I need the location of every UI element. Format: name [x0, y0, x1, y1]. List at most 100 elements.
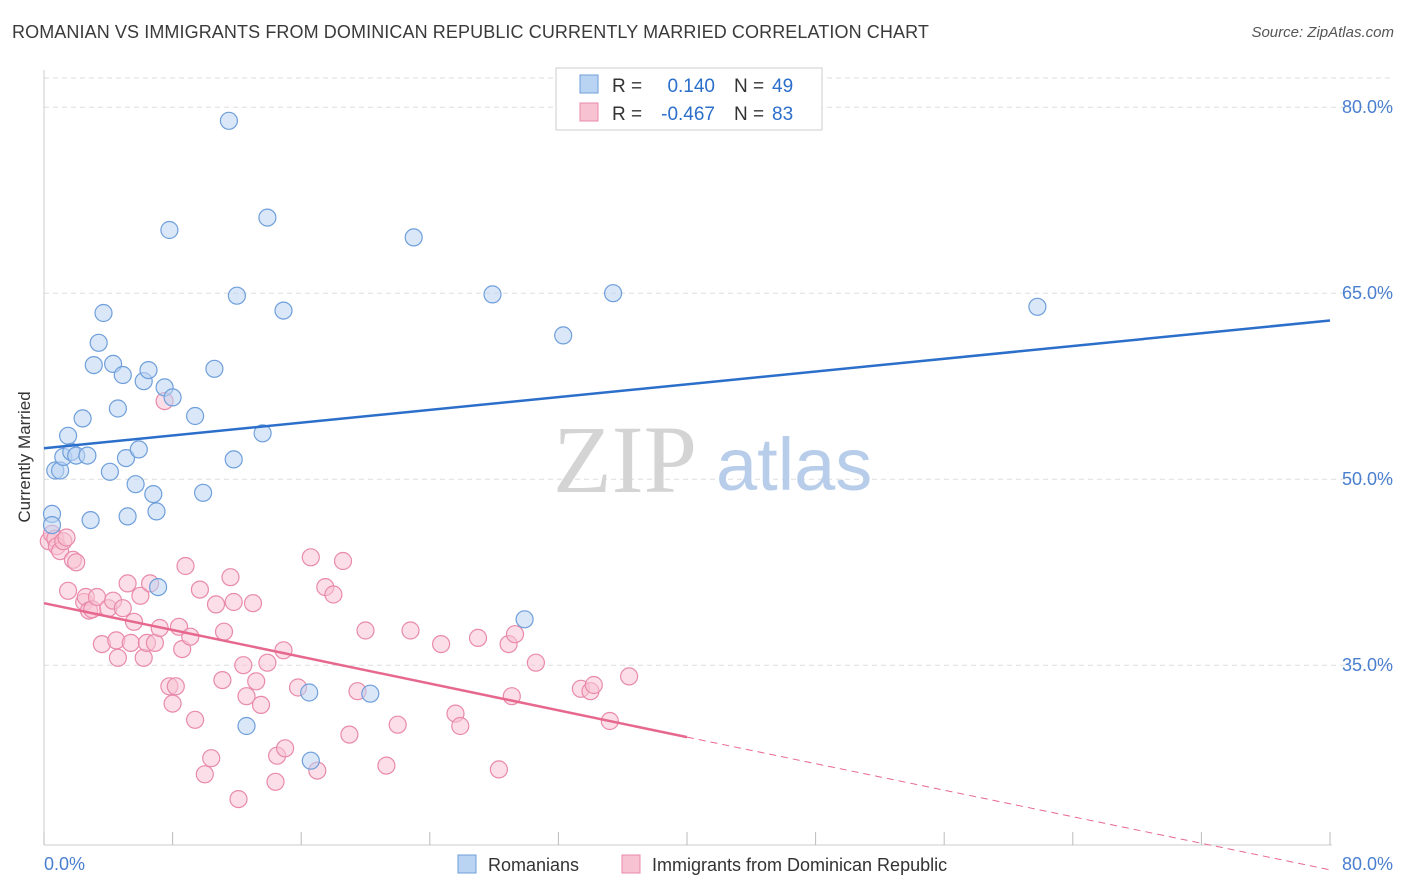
romanian-point — [603, 284, 623, 303]
romanian-point — [126, 475, 145, 494]
dominican-point — [206, 595, 226, 614]
stats-r-label-2: R = — [612, 104, 642, 125]
chart-title: ROMANIAN VS IMMIGRANTS FROM DOMINICAN RE… — [12, 22, 929, 42]
romanian-point — [42, 515, 62, 535]
romanian-points — [42, 111, 1047, 770]
dominican-point — [134, 648, 153, 667]
romanian-point — [253, 424, 272, 443]
dominican-point — [247, 672, 266, 691]
romanian-point — [84, 356, 103, 375]
dominican-point — [67, 553, 86, 572]
dominican-point — [301, 548, 320, 567]
dominican-point — [195, 765, 214, 784]
dominican-point — [221, 568, 240, 587]
dominican-point — [118, 574, 137, 593]
romanian-point — [224, 450, 243, 469]
y-tick-label: 50.0% — [1342, 469, 1393, 489]
romanian-point — [118, 507, 137, 526]
dominican-point — [388, 715, 407, 734]
dominican-point — [584, 675, 603, 695]
x-tick-label-max: 80.0% — [1342, 854, 1393, 874]
dominican-trend-line — [43, 601, 688, 739]
dominican-point — [526, 653, 546, 672]
dominican-point — [340, 725, 359, 744]
romanian-point — [483, 285, 502, 304]
dominican-point — [251, 695, 271, 715]
romanian-point — [58, 426, 78, 445]
romanian-point — [361, 684, 380, 703]
romanian-point — [404, 228, 423, 247]
dominican-point — [451, 716, 470, 736]
dominican-point — [619, 667, 639, 686]
stats-swatch-dominican — [579, 102, 599, 122]
dominican-point — [333, 551, 353, 571]
romanian-point — [194, 483, 213, 502]
stats-box-frame — [555, 67, 823, 131]
stats-n-value-1: 49 — [772, 76, 793, 97]
dominican-point — [505, 625, 525, 644]
dominican-point — [214, 622, 234, 641]
romanian-point — [81, 510, 100, 530]
dominican-point — [468, 628, 488, 648]
dominican-point — [276, 739, 295, 758]
dominican-point — [166, 677, 185, 696]
stats-n-label-2: N = — [734, 104, 764, 125]
romanian-point — [116, 449, 136, 468]
romanian-point — [108, 399, 128, 418]
dominican-point — [176, 556, 195, 576]
dominican-point — [163, 694, 182, 713]
romanian-point — [89, 333, 108, 352]
legend-label-dominican: Immigrants from Dominican Republic — [652, 855, 947, 875]
dominican-point — [213, 670, 232, 690]
romanian-point — [237, 716, 256, 736]
romanian-point — [219, 111, 238, 130]
y-tick-label: 65.0% — [1342, 283, 1393, 303]
watermark-atlas: atlas — [716, 423, 872, 506]
romanian-point — [205, 359, 224, 378]
stats-n-value-2: 83 — [772, 104, 793, 125]
dominican-trend-line — [686, 736, 1331, 871]
romanian-point — [147, 502, 166, 521]
romanian-trend-line — [43, 319, 1331, 450]
dominican-point — [401, 621, 420, 640]
dominican-point — [108, 648, 128, 667]
x-ticks — [43, 832, 1331, 845]
source-label: Source: ZipAtlas.com — [1251, 24, 1394, 41]
romanian-point — [274, 301, 293, 320]
romanian-point — [227, 286, 246, 305]
romanian-point — [554, 326, 573, 345]
stats-r-value-1: 0.140 — [667, 76, 715, 97]
romanian-point — [300, 683, 319, 702]
romanian-point — [163, 388, 182, 407]
dominican-point — [113, 599, 132, 618]
y-tick-label: 35.0% — [1342, 655, 1393, 675]
axes — [43, 70, 1332, 846]
romanian-point — [100, 462, 120, 481]
romanian-point — [186, 406, 205, 426]
y-tick-label: 80.0% — [1342, 97, 1393, 117]
dominican-point — [190, 580, 209, 599]
dominican-point — [356, 621, 375, 640]
dominican-point — [224, 592, 243, 612]
watermark-zip: ZIP — [553, 406, 697, 513]
romanian-point — [1028, 297, 1047, 316]
romanian-point — [160, 220, 179, 240]
romanian-point — [149, 577, 168, 597]
romanian-point — [73, 409, 92, 428]
dominican-point — [121, 633, 140, 653]
legend-swatch-dominican — [621, 854, 641, 874]
watermark: ZIP atlas — [553, 406, 872, 513]
dominican-point — [377, 756, 396, 775]
dominican-point — [324, 585, 343, 604]
romanian-point — [78, 446, 97, 465]
legend-label-romanians: Romanians — [488, 855, 579, 875]
dominican-point — [237, 687, 256, 706]
stats-n-label-1: N = — [734, 76, 764, 97]
y-tick-labels: 35.0% 50.0% 65.0% 80.0% — [1342, 97, 1393, 675]
x-tick-label-min: 0.0% — [44, 854, 85, 874]
romanian-point — [139, 361, 158, 380]
romanian-point — [301, 751, 320, 770]
dominican-point — [234, 656, 253, 675]
stats-r-value-2: -0.467 — [661, 104, 715, 125]
